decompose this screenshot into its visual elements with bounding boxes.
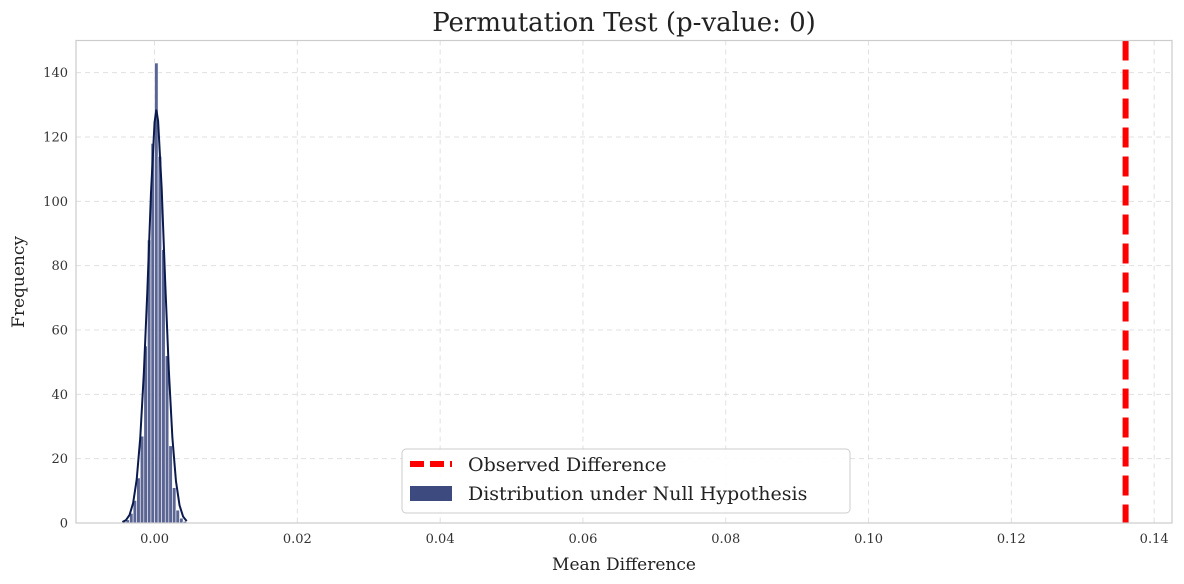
histogram-bars — [122, 62, 187, 524]
histogram-bar — [139, 435, 145, 524]
legend-box — [401, 448, 851, 514]
legend: Observed Difference Distribution under N… — [401, 448, 851, 514]
x-tick-label: 0.12 — [997, 532, 1026, 547]
histogram-bar — [136, 477, 141, 524]
y-axis-label: Frequency — [9, 236, 29, 328]
y-tick-label: 100 — [43, 195, 68, 210]
legend-distribution-swatch — [410, 486, 452, 501]
histogram-bar — [168, 445, 173, 524]
chart-title: Permutation Test (p-value: 0) — [432, 8, 816, 38]
x-tick-label: 0.02 — [283, 532, 312, 547]
histogram-bar — [157, 156, 162, 524]
histogram-bar — [154, 62, 159, 524]
histogram-bar — [164, 355, 170, 524]
x-tick-label: 0.08 — [711, 532, 740, 547]
y-tick-label: 40 — [51, 388, 68, 403]
y-tick-label: 80 — [51, 259, 68, 274]
plot-frame — [75, 39, 1173, 524]
y-tick-label: 0 — [60, 517, 68, 532]
x-tick-label: 0.04 — [426, 532, 455, 547]
x-axis-label: Mean Difference — [552, 555, 696, 575]
x-tick-label: 0.00 — [140, 532, 169, 547]
kde-curve — [121, 109, 188, 523]
x-tick-label: 0.14 — [1140, 532, 1169, 547]
y-tick-label: 140 — [43, 66, 68, 81]
x-tick-label: 0.10 — [854, 532, 883, 547]
histogram-bar — [179, 517, 184, 524]
legend-distribution-label: Distribution under Null Hypothesis — [468, 483, 807, 505]
legend-observed-label: Observed Difference — [468, 454, 667, 476]
y-tick-label: 60 — [51, 324, 68, 339]
histogram-bar — [172, 487, 177, 524]
y-tick-label: 120 — [43, 131, 68, 146]
y-axis-ticks: 0 20 40 60 80 100 120 140 — [43, 66, 68, 531]
y-tick-label: 20 — [51, 452, 68, 467]
histogram-bar — [175, 509, 180, 524]
x-axis-ticks: 0.00 0.02 0.04 0.06 0.08 0.10 0.12 0.14 — [140, 532, 1169, 547]
x-tick-label: 0.06 — [568, 532, 597, 547]
grid — [76, 40, 1172, 523]
